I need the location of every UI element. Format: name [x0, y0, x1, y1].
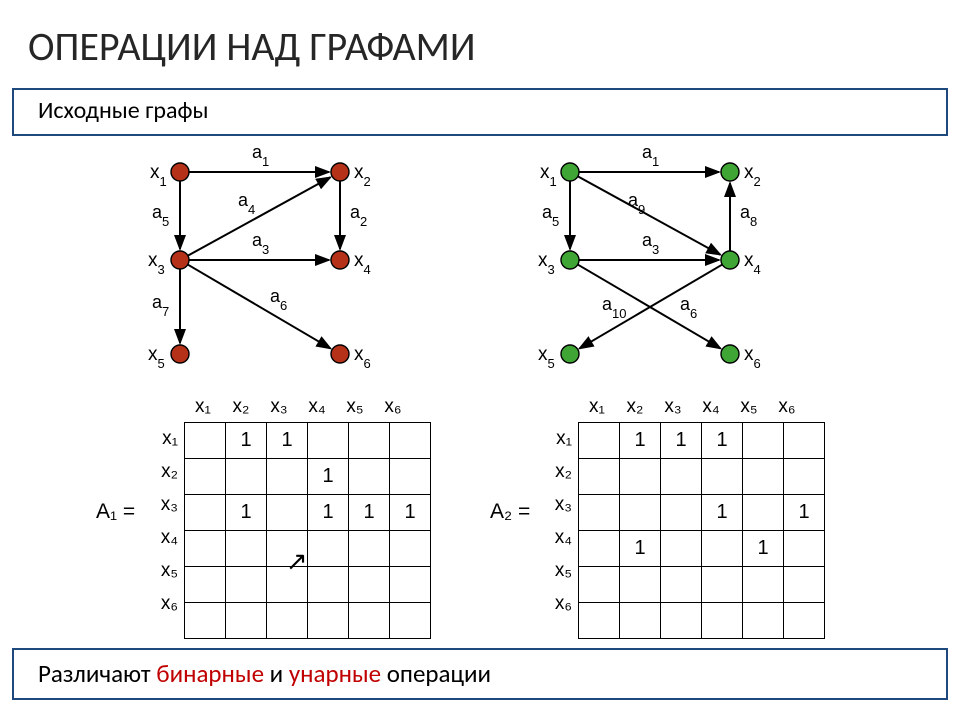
matrix-cell: [661, 567, 702, 603]
plain-word: и: [264, 658, 289, 689]
matrix-row-header: x₁: [544, 428, 572, 450]
matrix-cell: [579, 567, 620, 603]
matrix-cell: [743, 423, 784, 459]
matrix-row-header: x₂: [544, 461, 572, 483]
matrix-col-header: x₂: [616, 396, 654, 418]
matrix-cell: [784, 423, 825, 459]
table-row: 11: [579, 495, 825, 531]
matrix-cell: [661, 531, 702, 567]
emphasized-word: бинарные: [156, 658, 264, 689]
footer-text: Различают бинарные и унарные операции: [38, 658, 491, 689]
matrix-col-header: x₅: [730, 396, 768, 418]
table-row: [579, 603, 825, 639]
matrix-cell: [661, 459, 702, 495]
matrix-col-header: x₁: [578, 396, 616, 418]
matrix-row-header: x₆: [544, 593, 572, 615]
matrix-row-header: x₃: [544, 494, 572, 516]
slide: ОПЕРАЦИИ НАД ГРАФАМИ Исходные графы a1a5…: [0, 0, 960, 720]
matrix-row-header: x₄: [544, 527, 572, 549]
matrix-cell: 1: [743, 531, 784, 567]
matrix-cell: 1: [784, 495, 825, 531]
matrix-cell: 1: [702, 495, 743, 531]
matrix-cell: 1: [661, 423, 702, 459]
matrix-cell: [620, 603, 661, 639]
matrix-cell: [702, 531, 743, 567]
matrix-col-header: x₄: [692, 396, 730, 418]
matrix-cell: 1: [620, 423, 661, 459]
emphasized-word: унарные: [289, 658, 381, 689]
matrix-cell: [702, 459, 743, 495]
matrix-cell: 1: [702, 423, 743, 459]
matrix-cell: [620, 459, 661, 495]
matrix-name: A₂ =: [490, 500, 530, 524]
matrix-cell: [620, 567, 661, 603]
footer-box: Различают бинарные и унарные операции: [12, 648, 948, 700]
matrix-cell: [784, 531, 825, 567]
matrix-2: x₁x₂x₃x₄x₅x₆x₁x₂x₃x₄x₅x₆A₂ =1111111: [0, 0, 960, 720]
matrix-cell: [784, 603, 825, 639]
table-row: [579, 459, 825, 495]
matrix-cell: [743, 459, 784, 495]
plain-word: операции: [381, 658, 491, 689]
matrix-cell: [620, 495, 661, 531]
matrix-col-header: x₆: [768, 396, 806, 418]
matrix-cell: [743, 603, 784, 639]
matrix-cell: [784, 459, 825, 495]
matrix-col-header: x₃: [654, 396, 692, 418]
matrix-cell: 1: [620, 531, 661, 567]
matrix-cell: [743, 495, 784, 531]
matrix-cell: [702, 603, 743, 639]
table-row: 111: [579, 423, 825, 459]
matrix-cell: [579, 531, 620, 567]
matrix-table: 1111111: [578, 422, 825, 639]
matrix-cell: [702, 567, 743, 603]
matrix-cell: [579, 495, 620, 531]
matrix-cell: [579, 459, 620, 495]
matrix-row-header: x₅: [544, 560, 572, 582]
table-row: 11: [579, 531, 825, 567]
matrix-cell: [743, 567, 784, 603]
matrix-cell: [661, 603, 702, 639]
plain-word: Различают: [38, 658, 156, 689]
matrix-cell: [579, 423, 620, 459]
matrix-cell: [661, 495, 702, 531]
matrix-cell: [579, 603, 620, 639]
table-row: [579, 567, 825, 603]
matrix-cell: [784, 567, 825, 603]
